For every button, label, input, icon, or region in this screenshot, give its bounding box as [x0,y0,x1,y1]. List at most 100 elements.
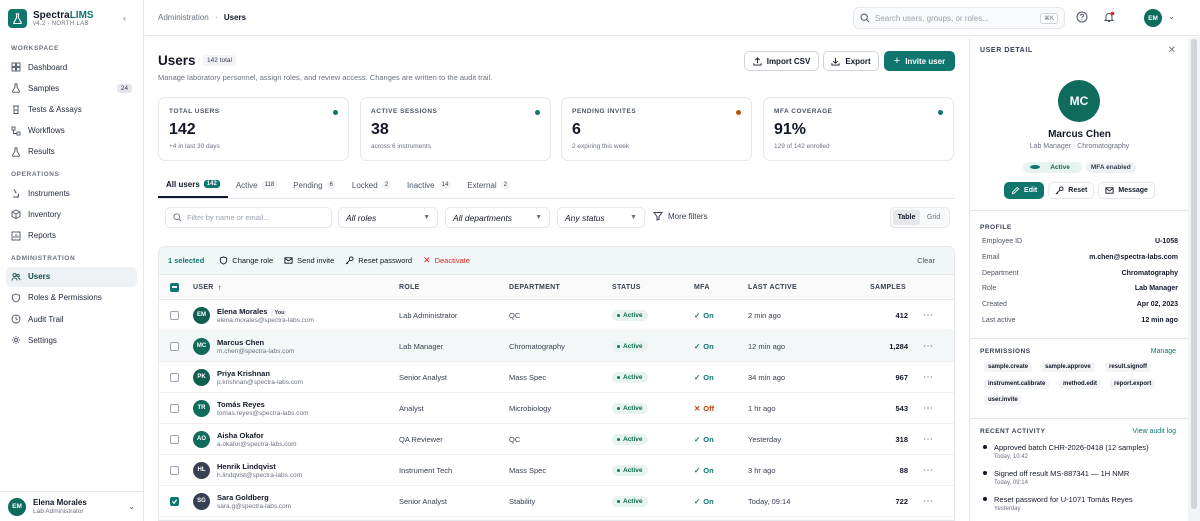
user-name[interactable]: Henrik Lindqvist [217,461,276,471]
upload-icon [753,56,762,66]
table-row[interactable]: SG Sara Goldberg sara.g@spectra-labs.com… [159,486,954,517]
user-avatar[interactable]: EM [1144,9,1162,27]
status-select[interactable]: Any status ▼ [557,207,645,228]
select-all-checkbox[interactable] [170,282,179,292]
panel-scrollbar[interactable] [1188,37,1200,521]
row-checkbox[interactable] [170,372,179,382]
sidebar-item-tests-assays[interactable]: Tests & Assays [6,100,137,120]
col-status[interactable]: STATUS [612,283,641,291]
tab-inactive[interactable]: Inactive 14 [399,172,459,198]
sidebar-item-reports[interactable]: Reports [6,226,137,246]
departments-select[interactable]: All departments ▼ [445,207,550,228]
user-role: Senior Analyst [399,496,447,506]
more-actions-icon[interactable]: ⋯ [923,309,933,321]
user-name[interactable]: Priya Krishnan [217,368,270,378]
collapse-sidebar-icon[interactable]: ‹ [123,13,126,23]
message-button[interactable]: Message [1098,182,1155,199]
sidebar-item-samples[interactable]: Samples 24 [6,78,137,98]
app-version: v4.2 · NORTH LAB [33,20,89,27]
permissions-section-title: PERMISSIONS [980,348,1031,355]
user-name[interactable]: Marcus Chen [217,337,265,347]
close-icon[interactable]: ✕ [1167,45,1176,56]
manage-permissions-link[interactable]: Manage [1150,348,1176,355]
key-icon [1055,186,1064,195]
col-samples[interactable]: SAMPLES [870,283,906,291]
breadcrumb-parent[interactable]: Administration [158,13,209,22]
more-filters-button[interactable]: More filters [653,211,708,221]
scrollbar-thumb[interactable] [1191,39,1197,509]
row-checkbox[interactable] [170,341,179,351]
user-name[interactable]: Aisha Okafor [217,430,264,440]
more-actions-icon[interactable]: ⋯ [923,402,933,414]
tab-external[interactable]: External 2 [459,172,518,198]
global-search-input[interactable]: Search users, groups, or roles... ⌘K [853,7,1065,29]
col-user[interactable]: USER ↑ [193,282,222,292]
col-mfa[interactable]: MFA [694,283,710,291]
last-active: 34 min ago [748,372,786,382]
sidebar-item-settings[interactable]: Settings [6,330,137,350]
profile-key: Created [982,301,1007,309]
col-role[interactable]: ROLE [399,283,420,291]
reset-button[interactable]: Reset [1048,182,1095,199]
user-name[interactable]: Elena Morales [217,306,268,316]
view-grid-button[interactable]: Grid [926,214,941,221]
sidebar-item-workflows[interactable]: Workflows [6,121,137,141]
sidebar-item-results[interactable]: Results [6,142,137,162]
invite-user-button[interactable]: + Invite user [884,51,955,71]
more-actions-icon[interactable]: ⋯ [923,340,933,352]
deactivate-button[interactable]: ✕ Deactivate [423,255,471,265]
avatar: EM [193,306,210,324]
profile-field: Email m.chen@spectra-labs.com [982,254,1178,261]
more-actions-icon[interactable]: ⋯ [923,433,933,445]
sidebar-item-label: Workflows [28,126,65,136]
sidebar-item-roles-permissions[interactable]: Roles & Permissions [6,288,137,308]
row-checkbox[interactable] [170,310,179,320]
table-row[interactable]: TR Tomás Reyes tomas.reyes@spectra-labs.… [159,393,954,424]
user-department: Chromatography [509,341,565,351]
reset-password-button[interactable]: Reset password [345,256,412,265]
more-actions-icon[interactable]: ⋯ [923,464,933,476]
change-role-button[interactable]: Change role [219,256,273,265]
table-row[interactable]: EM Elena Morales You elena.morales@spectr… [159,300,954,331]
chevron-down-icon[interactable]: ⌄ [128,502,135,511]
sidebar-item-dashboard[interactable]: Dashboard [6,57,137,77]
row-checkbox[interactable] [170,403,179,413]
help-icon[interactable] [1076,11,1088,25]
sidebar-item-inventory[interactable]: Inventory [6,204,137,224]
send-invite-button[interactable]: Send invite [284,256,334,265]
col-department[interactable]: DEPARTMENT [509,283,561,291]
bell-icon[interactable] [1103,11,1115,25]
import-csv-button[interactable]: Import CSV [744,51,819,71]
tab-pending[interactable]: Pending 6 [285,172,344,198]
chevron-down-icon[interactable]: ⌄ [1168,12,1175,21]
table-row[interactable]: PK Priya Krishnan p.krishnan@spectra-lab… [159,362,954,393]
sidebar-item-audit-trail[interactable]: Audit Trail [6,309,137,329]
export-button[interactable]: Export [823,51,879,71]
current-user[interactable]: EM Elena Morales Lab Administrator ⌄ [0,491,143,521]
view-table-button[interactable]: Table [893,210,920,225]
user-name[interactable]: Sara Goldberg [217,492,269,502]
table-row[interactable]: AO Aisha Okafor a.okafor@spectra-labs.co… [159,424,954,455]
filter-search-input[interactable]: Filter by name or email... [165,207,332,228]
table-row[interactable]: HL Henrik Lindqvist h.lindqvist@spectra-… [159,455,954,486]
roles-select[interactable]: All roles ▼ [338,207,438,228]
table-row[interactable]: MC Marcus Chen m.chen@spectra-labs.com L… [159,331,954,362]
sidebar-item-users[interactable]: Users [6,266,137,287]
row-checkbox[interactable] [170,496,179,506]
more-actions-icon[interactable]: ⋯ [923,495,933,507]
clear-selection-button[interactable]: Clear [917,256,935,265]
more-actions-icon[interactable]: ⋯ [923,371,933,383]
kpi-value: 142 [169,121,196,138]
row-checkbox[interactable] [170,465,179,475]
edit-button[interactable]: Edit [1004,182,1045,199]
user-name[interactable]: Tomás Reyes [217,399,265,409]
sidebar-item-label: Dashboard [28,62,68,72]
sidebar-item-instruments[interactable]: Instruments [6,183,137,203]
tab-all-users[interactable]: All users 142 [158,172,228,198]
view-audit-log-link[interactable]: View audit log [1132,428,1176,435]
tab-active[interactable]: Active 118 [228,172,285,198]
tab-locked[interactable]: Locked 2 [344,172,399,198]
kpi-subtext: +4 in last 30 days [169,143,220,150]
row-checkbox[interactable] [170,434,179,444]
col-last-active[interactable]: LAST ACTIVE [748,283,797,291]
